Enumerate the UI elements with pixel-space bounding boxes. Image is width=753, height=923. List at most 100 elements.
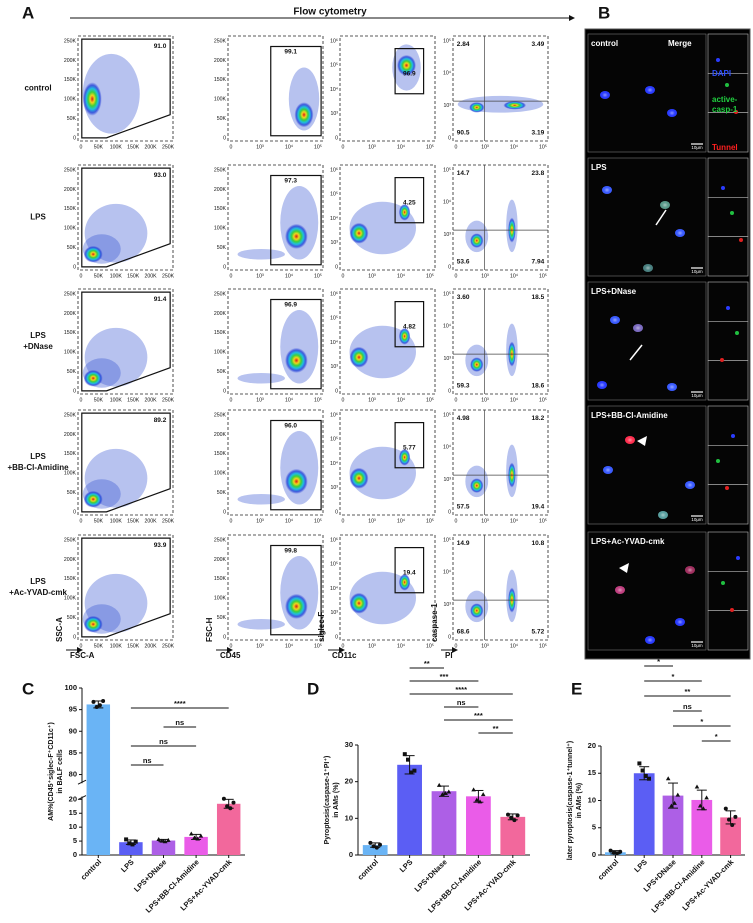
quadrant-label: 90.5	[457, 129, 470, 136]
quadrant-label: 3.60	[457, 294, 470, 301]
y-tick-label: 10⁶	[330, 291, 338, 297]
y-tick-label: 0	[448, 388, 451, 394]
x-tick-label: 0	[230, 144, 233, 150]
y-axis-label: in BALF cells	[57, 749, 64, 793]
scale-bar-label: 10μm	[691, 393, 703, 398]
y-tick-label: 200K	[64, 311, 77, 317]
x-tick-label: control	[356, 857, 380, 881]
data-point	[225, 804, 230, 809]
density-core	[349, 592, 369, 614]
y-tick-label: 100K	[214, 350, 227, 356]
x-tick-label: 0	[342, 643, 345, 649]
image-main	[587, 531, 707, 651]
y-tick-label: 50K	[67, 369, 77, 375]
data-point	[189, 831, 194, 836]
bar	[362, 845, 388, 855]
gate	[394, 546, 425, 594]
x-tick-label: 0	[455, 273, 458, 279]
quadrant-label: 68.6	[457, 628, 470, 635]
y-tick-label: 0	[448, 264, 451, 270]
panel-title: Flow cytometry	[293, 7, 367, 18]
channel-label: casp-1	[712, 105, 738, 114]
quadrant-label: 14.7	[457, 170, 470, 177]
y-tick-label: 10³	[331, 364, 339, 370]
panel-label: E	[571, 679, 582, 698]
density-core	[503, 101, 527, 110]
y-tick-label: 50K	[217, 369, 227, 375]
y-tick-label: 150K	[64, 451, 77, 457]
x-tick-label: 10⁴	[285, 518, 293, 524]
y-axis-label: caspase-1	[430, 603, 439, 642]
y-tick-label: 0	[349, 850, 353, 859]
quadrant-label: 7.94	[532, 258, 545, 265]
x-tick-label: 250K	[162, 273, 175, 279]
y-tick-label: 85	[69, 748, 77, 757]
y-tick-label: 100K	[64, 350, 77, 356]
x-tick-label: 10³	[368, 397, 376, 403]
y-tick-label: 100	[64, 683, 77, 692]
cell-glow	[687, 482, 693, 488]
channel-cell	[739, 238, 743, 242]
x-tick-label: 150K	[127, 144, 140, 150]
data-point	[159, 838, 165, 843]
y-tick-label: 10⁴	[330, 586, 338, 592]
x-tick-label: 0	[80, 518, 83, 524]
x-tick-label: 10³	[481, 518, 489, 524]
y-tick-label: 10⁴	[443, 445, 451, 451]
bar	[86, 704, 111, 855]
density-haze	[237, 373, 285, 384]
significance-label: **	[684, 687, 690, 696]
density-haze	[84, 203, 148, 263]
row-label: +DNase	[23, 342, 53, 351]
y-tick-label: 10³	[331, 610, 339, 616]
panel-label: B	[598, 3, 610, 22]
x-tick-label: 0	[455, 518, 458, 524]
data-point	[156, 837, 161, 842]
plot-frame	[339, 164, 436, 271]
scale-bar-label: 10μm	[691, 517, 703, 522]
density-core	[470, 357, 484, 372]
x-tick-label: 10³	[481, 144, 489, 150]
scale-bar-label: 10μm	[691, 145, 703, 150]
x-tick-label: 0	[342, 518, 345, 524]
density-core	[349, 467, 369, 489]
y-tick-label: 10⁵	[330, 63, 338, 69]
x-tick-label: 10⁴	[397, 643, 405, 649]
bar	[216, 803, 241, 855]
data-point	[704, 795, 709, 800]
y-tick-label: 10⁶	[330, 38, 338, 44]
x-tick-label: 0	[342, 273, 345, 279]
y-tick-label: 0	[448, 135, 451, 141]
bar	[500, 816, 526, 855]
x-tick-label: 10³	[368, 144, 376, 150]
channel-label: active-	[712, 95, 738, 104]
data-point	[378, 842, 382, 847]
density-core	[398, 573, 411, 591]
row-label: LPS	[30, 213, 46, 222]
quadrant-label: 18.2	[532, 415, 545, 422]
y-tick-label: 150K	[214, 77, 227, 83]
x-tick-label: 250K	[162, 643, 175, 649]
cell-glow	[669, 110, 675, 116]
y-tick-label: 200K	[214, 187, 227, 193]
y-tick-label: 10	[345, 813, 353, 822]
x-tick-label: 150K	[127, 273, 140, 279]
scale-bar-label: 10μm	[691, 643, 703, 648]
cell-glow	[669, 384, 675, 390]
image-label: LPS+BB-Cl-Amidine	[591, 411, 668, 420]
y-tick-label: 10³	[444, 356, 452, 362]
density-haze	[84, 448, 148, 508]
y-axis-label: SSC-A	[55, 617, 64, 642]
quadrant-label: 59.3	[457, 382, 470, 389]
x-tick-label: 200K	[145, 518, 158, 524]
image-main	[587, 405, 707, 525]
channel-cell	[725, 83, 729, 87]
x-tick-label: 0	[230, 518, 233, 524]
density-core	[349, 222, 369, 244]
gate-label: 96.9	[284, 301, 297, 308]
y-tick-label: 10⁴	[443, 200, 451, 206]
y-tick-label: 200K	[214, 58, 227, 64]
x-tick-label: 100K	[110, 273, 123, 279]
data-point	[697, 803, 703, 808]
